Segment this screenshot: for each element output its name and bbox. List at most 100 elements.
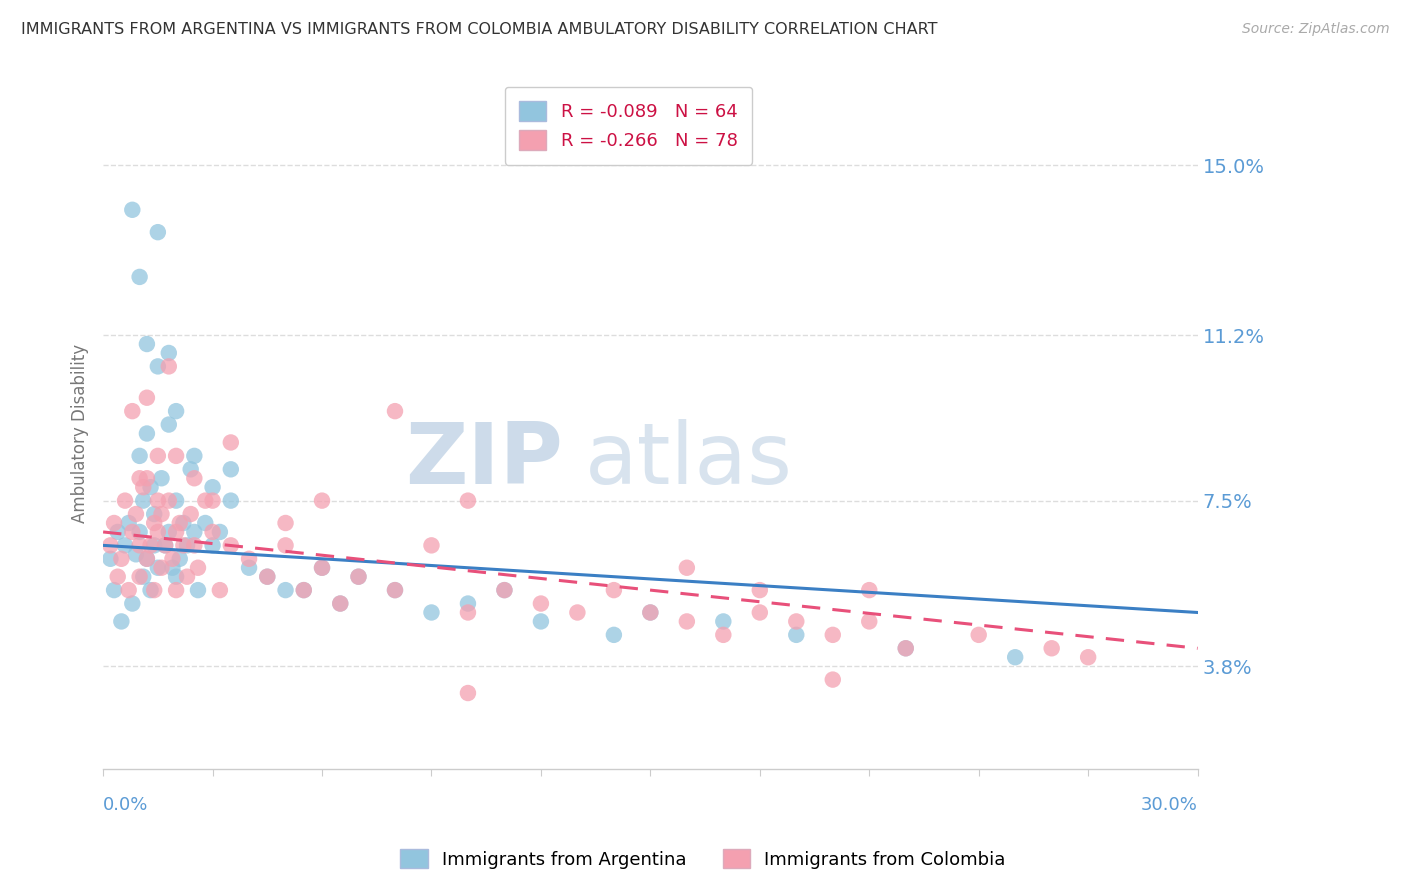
Point bbox=[420, 538, 443, 552]
Point bbox=[176, 570, 198, 584]
Point bbox=[256, 570, 278, 584]
Point bbox=[110, 551, 132, 566]
Point bbox=[132, 493, 155, 508]
Point bbox=[100, 551, 122, 566]
Point bbox=[157, 524, 180, 539]
Point bbox=[121, 524, 143, 539]
Point bbox=[165, 524, 187, 539]
Point bbox=[676, 615, 699, 629]
Point bbox=[785, 615, 807, 629]
Point bbox=[384, 583, 406, 598]
Point bbox=[676, 560, 699, 574]
Point bbox=[162, 551, 184, 566]
Point bbox=[640, 606, 662, 620]
Point bbox=[311, 560, 333, 574]
Point bbox=[118, 583, 141, 598]
Point bbox=[494, 583, 516, 598]
Point bbox=[194, 493, 217, 508]
Point bbox=[187, 560, 209, 574]
Point bbox=[256, 570, 278, 584]
Point bbox=[114, 493, 136, 508]
Point bbox=[183, 538, 205, 552]
Point bbox=[107, 570, 129, 584]
Point bbox=[384, 404, 406, 418]
Point bbox=[146, 524, 169, 539]
Point bbox=[201, 480, 224, 494]
Point bbox=[457, 597, 479, 611]
Point bbox=[640, 606, 662, 620]
Point bbox=[135, 391, 157, 405]
Point bbox=[311, 493, 333, 508]
Legend: Immigrants from Argentina, Immigrants from Colombia: Immigrants from Argentina, Immigrants fr… bbox=[394, 841, 1012, 876]
Point bbox=[420, 606, 443, 620]
Point bbox=[143, 583, 166, 598]
Point bbox=[139, 538, 162, 552]
Point bbox=[858, 615, 880, 629]
Text: Source: ZipAtlas.com: Source: ZipAtlas.com bbox=[1241, 22, 1389, 37]
Point bbox=[894, 641, 917, 656]
Point bbox=[311, 560, 333, 574]
Point bbox=[128, 449, 150, 463]
Point bbox=[274, 538, 297, 552]
Point bbox=[180, 507, 202, 521]
Point bbox=[135, 471, 157, 485]
Point bbox=[821, 673, 844, 687]
Point bbox=[135, 551, 157, 566]
Point bbox=[176, 538, 198, 552]
Point bbox=[150, 507, 173, 521]
Point bbox=[238, 551, 260, 566]
Point bbox=[201, 538, 224, 552]
Point bbox=[143, 516, 166, 530]
Point bbox=[146, 560, 169, 574]
Point bbox=[135, 551, 157, 566]
Point bbox=[165, 404, 187, 418]
Point bbox=[457, 493, 479, 508]
Point bbox=[1077, 650, 1099, 665]
Point bbox=[208, 524, 231, 539]
Point bbox=[153, 538, 176, 552]
Point bbox=[858, 583, 880, 598]
Point bbox=[183, 524, 205, 539]
Point bbox=[165, 583, 187, 598]
Point bbox=[292, 583, 315, 598]
Point bbox=[132, 570, 155, 584]
Point bbox=[157, 359, 180, 374]
Point bbox=[157, 493, 180, 508]
Text: atlas: atlas bbox=[585, 419, 793, 502]
Point bbox=[172, 516, 194, 530]
Point bbox=[711, 615, 734, 629]
Point bbox=[146, 359, 169, 374]
Point bbox=[219, 462, 242, 476]
Point bbox=[894, 641, 917, 656]
Point bbox=[329, 597, 352, 611]
Point bbox=[135, 426, 157, 441]
Point bbox=[347, 570, 370, 584]
Point bbox=[125, 547, 148, 561]
Point bbox=[150, 471, 173, 485]
Legend: R = -0.089   N = 64, R = -0.266   N = 78: R = -0.089 N = 64, R = -0.266 N = 78 bbox=[505, 87, 752, 164]
Text: 0.0%: 0.0% bbox=[103, 796, 149, 814]
Point bbox=[384, 583, 406, 598]
Point bbox=[103, 583, 125, 598]
Point bbox=[121, 404, 143, 418]
Point bbox=[457, 606, 479, 620]
Point bbox=[153, 538, 176, 552]
Point bbox=[530, 615, 553, 629]
Point bbox=[603, 583, 626, 598]
Point bbox=[107, 524, 129, 539]
Point bbox=[1040, 641, 1063, 656]
Point bbox=[146, 225, 169, 239]
Point bbox=[183, 471, 205, 485]
Point bbox=[201, 493, 224, 508]
Point bbox=[143, 507, 166, 521]
Y-axis label: Ambulatory Disability: Ambulatory Disability bbox=[72, 344, 89, 523]
Point bbox=[1004, 650, 1026, 665]
Point bbox=[821, 628, 844, 642]
Point bbox=[169, 551, 191, 566]
Point bbox=[143, 538, 166, 552]
Point bbox=[146, 449, 169, 463]
Point bbox=[711, 628, 734, 642]
Point bbox=[748, 606, 770, 620]
Point bbox=[157, 417, 180, 432]
Point bbox=[128, 524, 150, 539]
